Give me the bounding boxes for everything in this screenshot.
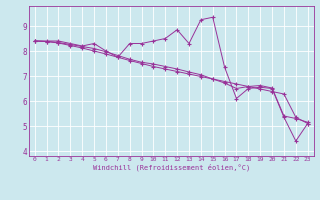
X-axis label: Windchill (Refroidissement éolien,°C): Windchill (Refroidissement éolien,°C)	[92, 164, 250, 171]
